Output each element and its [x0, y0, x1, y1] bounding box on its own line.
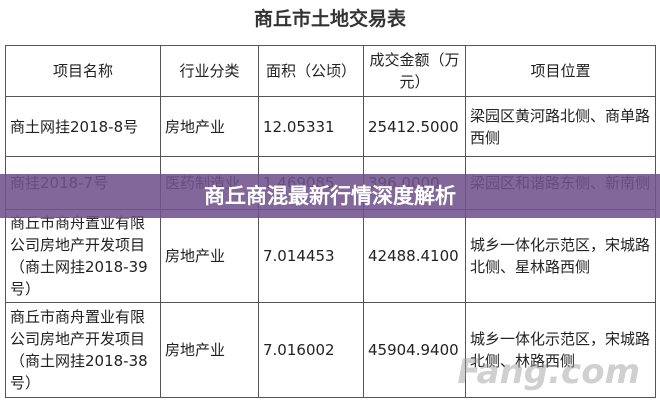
header-cell: 成交金额（万元）	[363, 45, 466, 97]
table-cell: 梁园区黄河路北侧、商单路西侧	[465, 96, 656, 157]
table-cell: 城乡一体化示范区，宋城路北侧、星林路西侧	[465, 209, 656, 303]
banner: 商丘商混最新行情深度解析	[0, 174, 660, 218]
table-cell: 7.014453	[258, 209, 364, 303]
header-cell: 行业分类	[160, 45, 259, 97]
table-cell: 商丘市商舟置业有限公司房地产开发项目（商土网挂2018-39号）	[5, 209, 161, 303]
header-cell: 项目位置	[465, 45, 656, 97]
land-table: 项目名称 行业分类 面积（公顷） 成交金额（万元） 项目位置 商土网挂2018-8号 房地…	[5, 45, 656, 398]
table-cell: 城乡一体化示范区，宋城路北侧、林路西侧	[465, 302, 656, 398]
table-title: 商丘市土地交易表	[253, 8, 406, 30]
table-cell: 42488.4100	[363, 209, 466, 303]
header-row: 项目名称 行业分类 面积（公顷） 成交金额（万元） 项目位置	[5, 45, 656, 97]
table-cell: 房地产业	[160, 302, 259, 398]
table-row: 商土网挂2018-8号 房地产业 12.05331 25412.5000 梁园区黄河路北…	[5, 96, 656, 157]
table-cell: 7.016002	[258, 302, 364, 398]
header-cell: 项目名称	[5, 45, 161, 97]
header-cell: 面积（公顷）	[258, 45, 364, 97]
table-row: 商丘市商舟置业有限公司房地产开发项目（商土网挂2018-39号） 房地产业 7.01…	[5, 209, 656, 303]
table-cell: 商土网挂2018-8号	[5, 96, 161, 157]
table-cell: 12.05331	[258, 96, 364, 157]
table-row: 商丘市商舟置业有限公司房地产开发项目（商土网挂2018-38号） 房地产业 7.01…	[5, 302, 656, 398]
table-cell: 45904.9400	[363, 302, 466, 398]
table-cell: 商丘市商舟置业有限公司房地产开发项目（商土网挂2018-38号）	[5, 302, 161, 398]
watermark: Fang.com	[457, 352, 640, 392]
table-cell: 房地产业	[160, 209, 259, 303]
table-cell: 25412.5000	[363, 96, 466, 157]
table-cell: 房地产业	[160, 96, 259, 157]
